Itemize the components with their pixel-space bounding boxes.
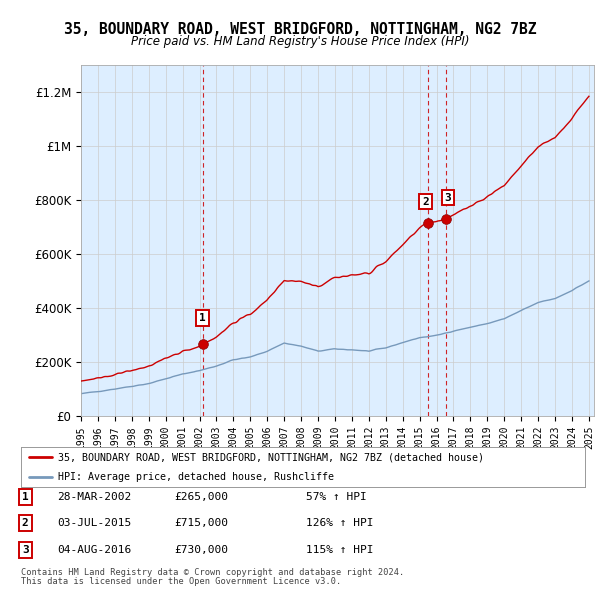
Text: £715,000: £715,000 [174, 519, 228, 528]
Text: £265,000: £265,000 [174, 492, 228, 502]
Text: 2: 2 [22, 519, 29, 528]
Text: 35, BOUNDARY ROAD, WEST BRIDGFORD, NOTTINGHAM, NG2 7BZ (detached house): 35, BOUNDARY ROAD, WEST BRIDGFORD, NOTTI… [58, 453, 484, 463]
Text: 2: 2 [422, 196, 429, 206]
Text: Contains HM Land Registry data © Crown copyright and database right 2024.: Contains HM Land Registry data © Crown c… [21, 568, 404, 576]
Text: £730,000: £730,000 [174, 545, 228, 555]
Text: 3: 3 [445, 192, 451, 202]
Text: 04-AUG-2016: 04-AUG-2016 [57, 545, 131, 555]
Text: 28-MAR-2002: 28-MAR-2002 [57, 492, 131, 502]
Text: 126% ↑ HPI: 126% ↑ HPI [306, 519, 373, 528]
Text: HPI: Average price, detached house, Rushcliffe: HPI: Average price, detached house, Rush… [58, 472, 334, 481]
Text: 1: 1 [22, 492, 29, 502]
Text: 1: 1 [199, 313, 206, 323]
Text: 115% ↑ HPI: 115% ↑ HPI [306, 545, 373, 555]
Text: This data is licensed under the Open Government Licence v3.0.: This data is licensed under the Open Gov… [21, 577, 341, 586]
Text: 35, BOUNDARY ROAD, WEST BRIDGFORD, NOTTINGHAM, NG2 7BZ: 35, BOUNDARY ROAD, WEST BRIDGFORD, NOTTI… [64, 22, 536, 37]
Text: 03-JUL-2015: 03-JUL-2015 [57, 519, 131, 528]
Text: 57% ↑ HPI: 57% ↑ HPI [306, 492, 367, 502]
Text: Price paid vs. HM Land Registry's House Price Index (HPI): Price paid vs. HM Land Registry's House … [131, 35, 469, 48]
Text: 3: 3 [22, 545, 29, 555]
